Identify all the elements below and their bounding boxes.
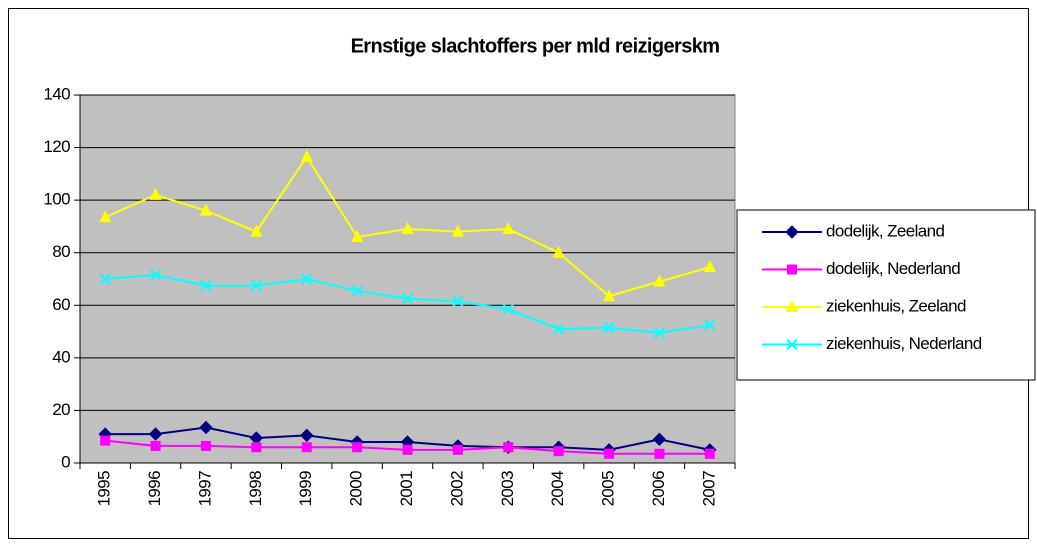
marker [199, 203, 212, 216]
marker [503, 442, 514, 453]
marker [502, 303, 514, 315]
marker [301, 273, 313, 285]
x-tick-label: 2004 [548, 471, 567, 507]
marker [150, 440, 161, 451]
legend-label: ziekenhuis, Nederland [826, 334, 982, 353]
legend-label: dodelijk, Zeeland [826, 221, 944, 240]
marker [452, 444, 463, 455]
legend-label: dodelijk, Nederland [826, 259, 960, 278]
marker [654, 448, 665, 459]
marker [200, 440, 211, 451]
x-tick-label: 2005 [599, 471, 618, 507]
marker [250, 224, 263, 237]
marker [603, 289, 616, 302]
marker [604, 448, 615, 459]
marker [149, 187, 162, 200]
legend-marker [787, 264, 797, 275]
x-tick-label: 2007 [699, 471, 718, 507]
y-tick-label: 60 [52, 295, 70, 314]
marker [148, 427, 163, 441]
marker [552, 323, 565, 335]
marker [250, 279, 263, 292]
marker [300, 428, 314, 443]
marker [199, 420, 213, 435]
y-tick-label: 100 [43, 190, 70, 209]
y-tick-label: 140 [43, 84, 70, 103]
marker [402, 444, 413, 455]
legend-box [736, 209, 1036, 381]
marker [704, 319, 716, 331]
x-tick-label: 1998 [246, 471, 265, 507]
x-tick-label: 2002 [447, 471, 466, 507]
y-tick-label: 120 [43, 137, 70, 156]
marker [100, 435, 111, 446]
x-tick-label: 1997 [195, 471, 214, 507]
marker [352, 442, 363, 453]
legend-marker [786, 300, 798, 312]
legend-marker [785, 225, 799, 239]
marker [351, 285, 363, 297]
marker [301, 442, 312, 453]
plot-area [79, 94, 736, 464]
marker [351, 229, 364, 242]
chart-title: Ernstige slachtoffers per mld reizigersk… [351, 35, 720, 57]
x-tick-label: 2001 [397, 471, 416, 507]
marker [200, 279, 212, 292]
marker [401, 293, 414, 305]
x-tick-label: 2006 [649, 471, 668, 507]
marker [300, 149, 313, 162]
marker [502, 222, 515, 235]
marker [652, 432, 667, 447]
marker [552, 245, 565, 258]
x-tick-label: 2003 [498, 471, 517, 507]
marker [251, 442, 262, 453]
x-tick-label: 2000 [347, 471, 366, 507]
marker [401, 222, 414, 235]
marker [704, 448, 715, 459]
y-tick-label: 80 [52, 242, 70, 261]
y-tick-label: 40 [52, 347, 70, 366]
marker [553, 446, 564, 457]
marker [149, 269, 162, 281]
x-tick-label: 1999 [296, 471, 315, 507]
legend-marker [786, 338, 798, 351]
legend-label: ziekenhuis, Zeeland [826, 296, 966, 315]
marker [703, 260, 716, 273]
y-tick-label: 0 [61, 452, 70, 471]
x-tick-label: 1995 [95, 471, 114, 507]
x-tick-label: 1996 [145, 471, 164, 507]
marker [653, 274, 666, 287]
marker [99, 210, 112, 223]
marker [452, 295, 464, 308]
y-tick-label: 20 [52, 400, 70, 419]
marker [653, 327, 666, 339]
marker [451, 224, 464, 237]
marker [99, 273, 111, 285]
marker [603, 321, 615, 334]
